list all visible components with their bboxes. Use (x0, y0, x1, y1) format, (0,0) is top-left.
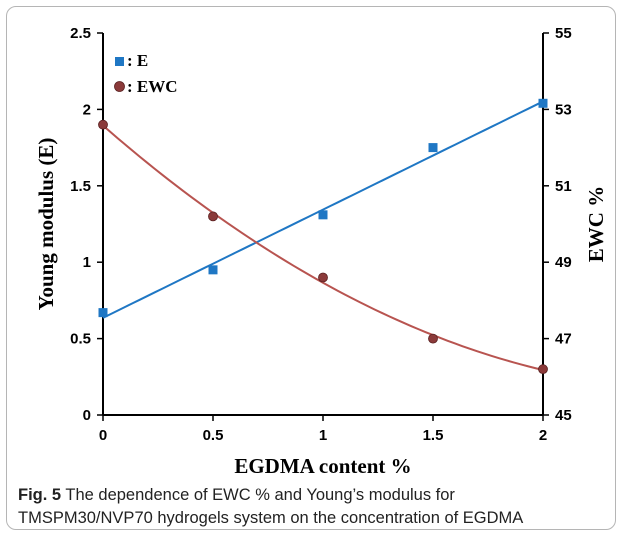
figure-caption: Fig. 5 The dependence of EWC % and Young… (18, 484, 614, 530)
data-point-e (98, 308, 108, 318)
y-tick-label: 0 (83, 407, 91, 424)
figure-frame (6, 6, 616, 530)
y-tick-label: 2 (83, 101, 91, 118)
y-tick-label: 0.5 (70, 331, 91, 348)
tick-labels: 0 0.5 1 1.5 2 0 0.5 1 1.5 2 2.5 45 47 49 51 53 55 (70, 25, 572, 444)
data-point-ewc (318, 272, 328, 283)
data-point-e (428, 143, 438, 153)
y2-axis-title: EWC % (584, 186, 608, 262)
x-tick-label: 1 (319, 427, 327, 444)
legend-label-e: : E (127, 51, 148, 70)
data-point-ewc (208, 211, 218, 222)
y2-tick-label: 47 (555, 331, 572, 348)
data-points (98, 98, 548, 375)
y2-tick-label: 49 (555, 254, 572, 271)
data-point-e (538, 98, 548, 108)
y-tick-label: 1 (83, 254, 91, 271)
y2-tick-label: 53 (555, 101, 572, 118)
x-tick-label: 0.5 (203, 427, 224, 444)
data-point-e (208, 265, 218, 275)
data-point-e (318, 210, 328, 220)
x-tick-label: 2 (539, 427, 547, 444)
data-point-ewc (98, 119, 108, 130)
fit-lines (102, 100, 544, 372)
x-axis-title: EGDMA content % (234, 454, 411, 478)
y2-tick-label: 55 (555, 25, 572, 42)
y2-tick-label: 51 (555, 178, 572, 195)
tick-marks (97, 32, 549, 421)
caption-label: Fig. 5 (18, 486, 62, 504)
legend: : E : EWC (114, 51, 178, 96)
caption-line-1: The dependence of EWC % and Young’s modu… (65, 486, 455, 504)
legend-marker-ewc (114, 81, 125, 92)
chart: 0 0.5 1 1.5 2 0 0.5 1 1.5 2 2.5 45 47 49 51 53 55 : E : … (34, 25, 608, 478)
y-axis-title: Young modulus (E) (34, 138, 58, 311)
y-tick-label: 2.5 (70, 25, 91, 42)
caption-line-2: TMSPM30/NVP70 hydrogels system on the co… (18, 509, 524, 527)
data-point-ewc (428, 333, 438, 344)
data-point-ewc (538, 364, 548, 375)
fit-line-ewc (102, 124, 544, 372)
legend-label-ewc: : EWC (127, 77, 178, 96)
y-tick-label: 1.5 (70, 178, 91, 195)
y2-tick-label: 45 (555, 407, 572, 424)
x-tick-label: 0 (99, 427, 107, 444)
x-tick-label: 1.5 (423, 427, 444, 444)
legend-marker-e (115, 57, 124, 66)
fit-line-e (102, 100, 544, 319)
